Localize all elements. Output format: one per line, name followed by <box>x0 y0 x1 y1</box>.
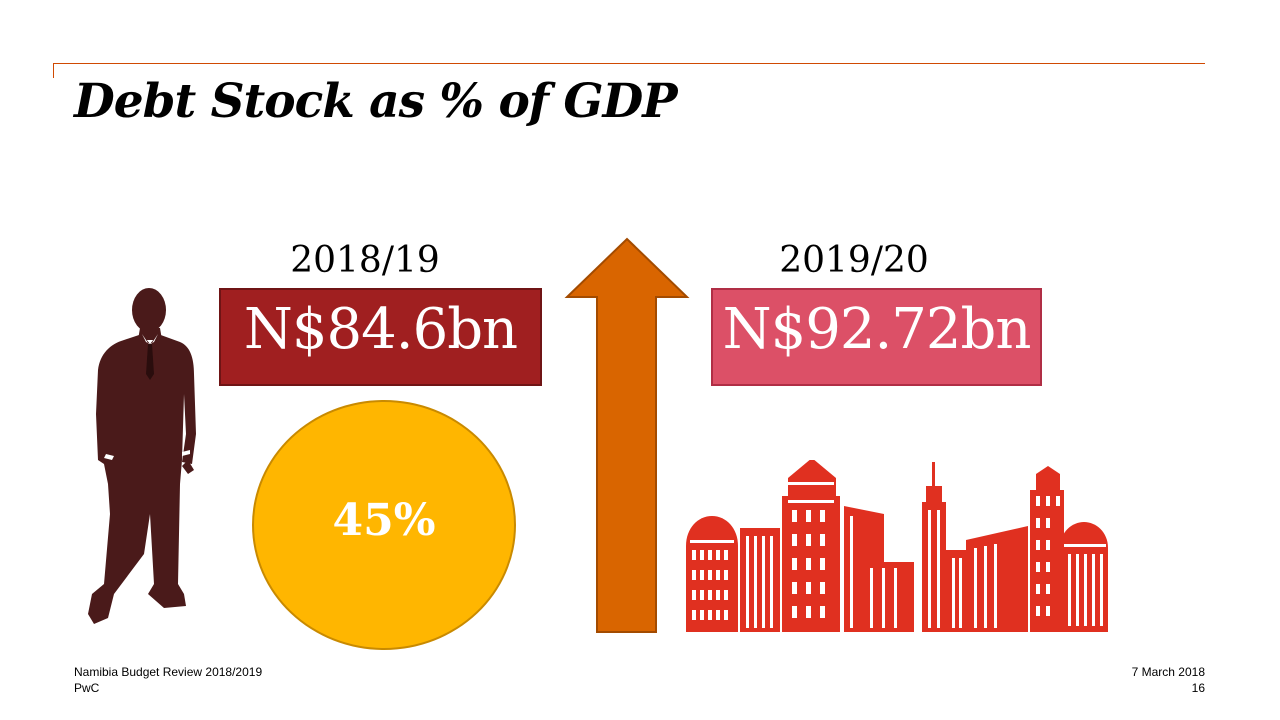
footer-right: 7 March 2018 16 <box>1132 664 1205 696</box>
footer-doc-title: Namibia Budget Review 2018/2019 <box>74 665 263 679</box>
debt-amount-2019-20: N$92.72bn <box>722 296 1032 362</box>
header-rule-tick <box>53 63 54 78</box>
debt-amount-box-2018-19: N$84.6bn <box>219 288 542 386</box>
footer-date: 7 March 2018 <box>1131 665 1205 679</box>
year-label-2018-19: 2018/19 <box>290 240 440 281</box>
footer-company: PwC <box>74 681 100 695</box>
header-rule <box>53 63 1205 64</box>
footer-left: Namibia Budget Review 2018/2019 PwC <box>74 664 262 696</box>
businessman-silhouette-icon <box>88 288 196 624</box>
up-arrow-icon <box>564 237 690 633</box>
slide-title: Debt Stock as % of GDP <box>74 74 678 129</box>
debt-amount-box-2019-20: N$92.72bn <box>711 288 1042 386</box>
city-skyline-icon <box>686 460 1108 632</box>
debt-amount-2018-19: N$84.6bn <box>243 296 518 362</box>
year-label-2019-20: 2019/20 <box>779 240 929 281</box>
debt-to-gdp-percent: 45% <box>332 494 436 546</box>
page-number: 16 <box>1191 681 1205 695</box>
debt-to-gdp-circle: 45% <box>252 400 516 650</box>
